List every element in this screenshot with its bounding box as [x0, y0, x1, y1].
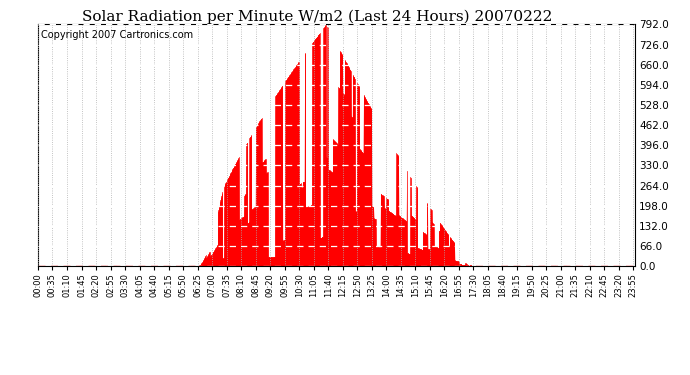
Text: Solar Radiation per Minute W/m2 (Last 24 Hours) 20070222: Solar Radiation per Minute W/m2 (Last 24… [82, 9, 553, 24]
Text: Copyright 2007 Cartronics.com: Copyright 2007 Cartronics.com [41, 30, 193, 40]
